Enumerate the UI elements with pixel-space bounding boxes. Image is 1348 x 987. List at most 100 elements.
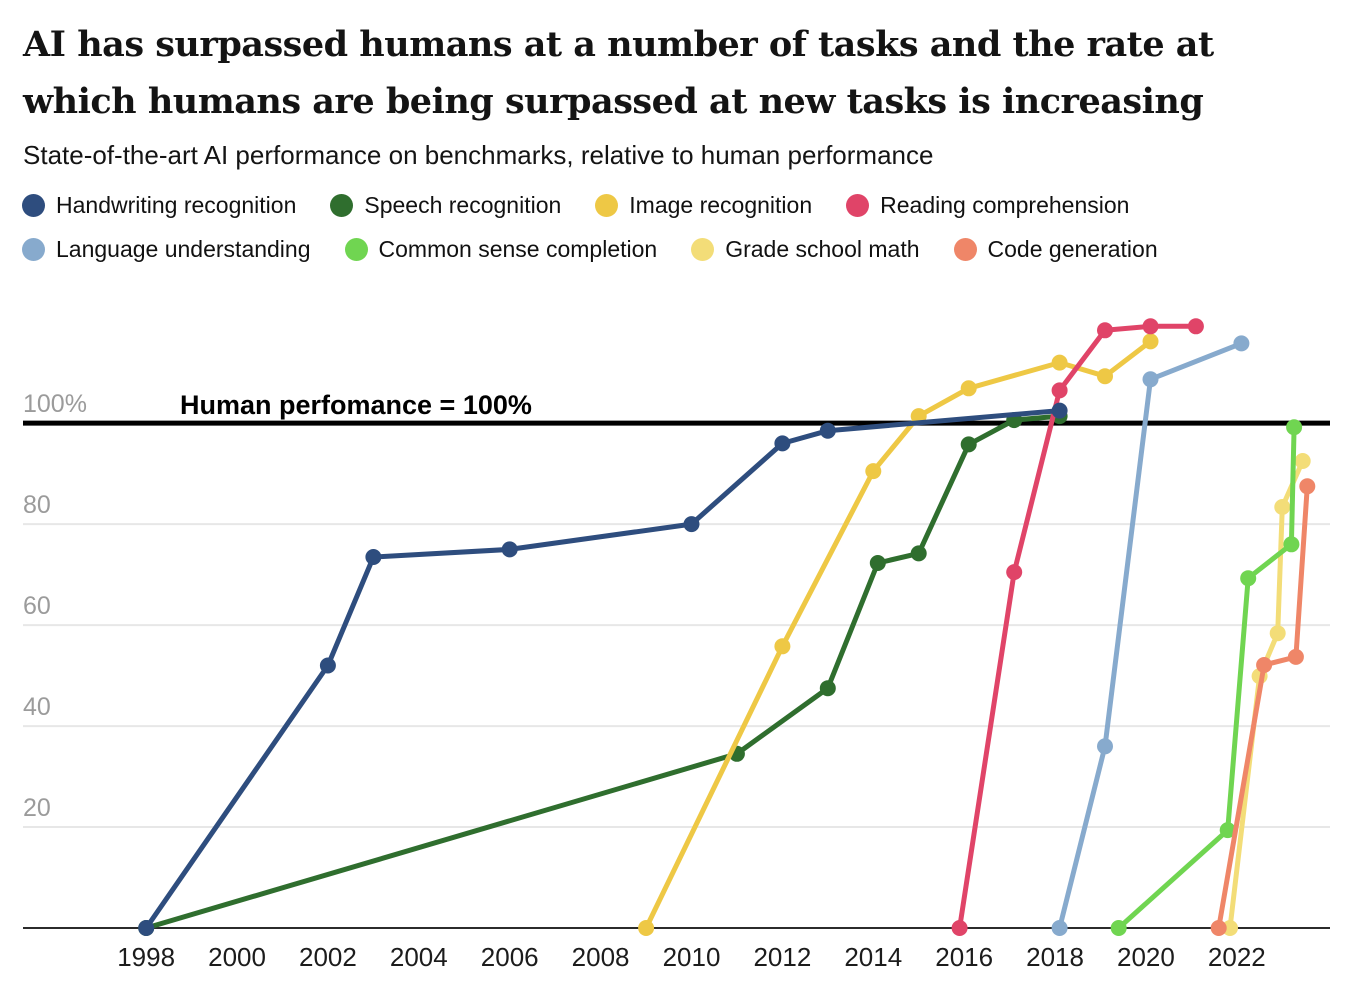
x-axis-tick-label: 2018 [1026, 942, 1084, 972]
data-point-marker [1051, 382, 1068, 399]
y-axis-tick-label: 40 [23, 693, 51, 721]
x-axis-tick-label: 2016 [935, 942, 993, 972]
series-line [143, 413, 1063, 931]
x-axis-tick-label: 2002 [299, 942, 357, 972]
legend-color-dot-icon [22, 194, 45, 217]
data-point-marker [1006, 564, 1023, 581]
data-point-marker [1142, 371, 1159, 388]
human-performance-label: Human perfomance = 100% [180, 390, 532, 420]
legend-item: Image recognition [595, 192, 812, 219]
legend-item-label: Reading comprehension [880, 192, 1130, 218]
series-line [1216, 483, 1310, 931]
data-point-marker [865, 463, 882, 480]
data-point-marker [819, 422, 836, 439]
legend-item: Common sense completion [344, 236, 658, 263]
data-point-marker [1283, 536, 1300, 553]
data-point-marker [960, 380, 977, 397]
data-point-marker [951, 920, 968, 936]
data-point-marker [1051, 402, 1068, 419]
performance-chart-svg: 100% 80 60 40 20 1998 2000 2002 2004 2006 2008 2010… [23, 318, 1330, 972]
legend-item-label: Grade school math [725, 236, 920, 262]
x-axis-tick-label: 2010 [663, 942, 721, 972]
data-point-marker [1051, 920, 1068, 936]
data-point-marker [1274, 499, 1291, 515]
data-point-marker [1256, 657, 1273, 673]
y-axis-tick-label: 80 [23, 491, 51, 519]
y-axis-tick-label: 100% [23, 390, 87, 418]
legend-color-dot-icon [330, 194, 354, 217]
legend-row: Handwriting recognition Speech recognitio… [22, 192, 1332, 219]
data-point-marker [683, 516, 700, 533]
x-axis-tick-label: 2020 [1117, 942, 1175, 972]
data-point-marker [1097, 322, 1113, 339]
data-point-marker [1222, 920, 1238, 936]
data-point-marker [774, 638, 791, 655]
data-point-marker [319, 657, 336, 674]
data-point-marker [774, 435, 791, 452]
data-point-marker [960, 436, 977, 453]
chart-legend: Handwriting recognition Speech recognitio… [22, 192, 1332, 280]
data-point-marker [1210, 920, 1227, 936]
legend-item-label: Common sense completion [378, 236, 658, 262]
data-point-marker [1110, 920, 1127, 936]
data-point-marker [1219, 822, 1236, 839]
legend-item-label: Language understanding [56, 236, 311, 262]
x-axis-tick-label: 2022 [1208, 942, 1266, 972]
legend-color-dot-icon [953, 238, 977, 261]
data-point-marker [138, 920, 155, 936]
legend-item-label: Code generation [987, 236, 1158, 262]
data-point-marker [910, 545, 927, 562]
series-line [1116, 424, 1297, 931]
legend-item: Code generation [953, 236, 1158, 263]
data-point-marker [1240, 570, 1257, 587]
x-axis-tick-label: 2006 [481, 942, 539, 972]
data-point-marker [819, 680, 836, 697]
legend-item-label: Handwriting recognition [56, 192, 297, 218]
series-line [143, 408, 1063, 931]
legend-color-dot-icon [595, 194, 619, 217]
data-point-marker [1287, 648, 1304, 665]
data-point-marker [1233, 335, 1250, 352]
chart-title-line1: AI has surpassed humans at a number of t… [23, 24, 1214, 65]
data-point-marker [1097, 738, 1113, 755]
chart-title-line2: which humans are being surpassed at new … [23, 81, 1204, 122]
chart-subtitle: State-of-the-art AI performance on bench… [23, 140, 934, 170]
series-line [1057, 340, 1244, 931]
data-point-marker [1142, 333, 1159, 350]
chart-title: AI has surpassed humans at a number of t… [23, 16, 1323, 130]
data-point-marker [1286, 419, 1303, 436]
data-point-marker [1299, 478, 1316, 495]
legend-item: Language understanding [22, 236, 311, 263]
chart-plot-area: 100% 80 60 40 20 1998 2000 2002 2004 2006 2008 2010… [0, 300, 1348, 982]
legend-item: Reading comprehension [846, 192, 1129, 219]
data-point-marker [869, 555, 886, 571]
data-point-marker [638, 920, 655, 936]
legend-color-dot-icon [22, 238, 45, 261]
x-axis-tick-label: 2012 [753, 942, 811, 972]
series-line [643, 338, 1153, 931]
legend-item: Grade school math [691, 236, 920, 263]
data-point-marker [1294, 453, 1311, 469]
x-axis-tick-label: 2004 [390, 942, 448, 972]
x-axis-tick-label: 2000 [208, 942, 266, 972]
legend-item: Speech recognition [330, 192, 561, 219]
legend-item: Handwriting recognition [22, 192, 296, 219]
y-axis-tick-label: 20 [23, 794, 51, 822]
legend-item-label: Speech recognition [364, 192, 562, 218]
legend-row: Language understanding Common sense compl… [22, 236, 1332, 263]
legend-color-dot-icon [344, 238, 368, 261]
y-axis-tick-label: 60 [23, 592, 51, 620]
x-axis-tick-label: 2014 [844, 942, 902, 972]
x-axis-tick-label: 2008 [572, 942, 630, 972]
data-point-marker [1269, 625, 1286, 642]
data-point-marker [365, 549, 382, 565]
legend-color-dot-icon [846, 194, 870, 217]
legend-color-dot-icon [691, 238, 715, 261]
data-point-marker [1051, 354, 1068, 371]
data-point-marker [1097, 368, 1113, 385]
data-point-marker [1142, 318, 1159, 335]
legend-item-label: Image recognition [629, 192, 813, 218]
data-point-marker [1187, 318, 1204, 335]
data-point-marker [501, 541, 518, 558]
x-axis-tick-label: 1998 [117, 942, 175, 972]
